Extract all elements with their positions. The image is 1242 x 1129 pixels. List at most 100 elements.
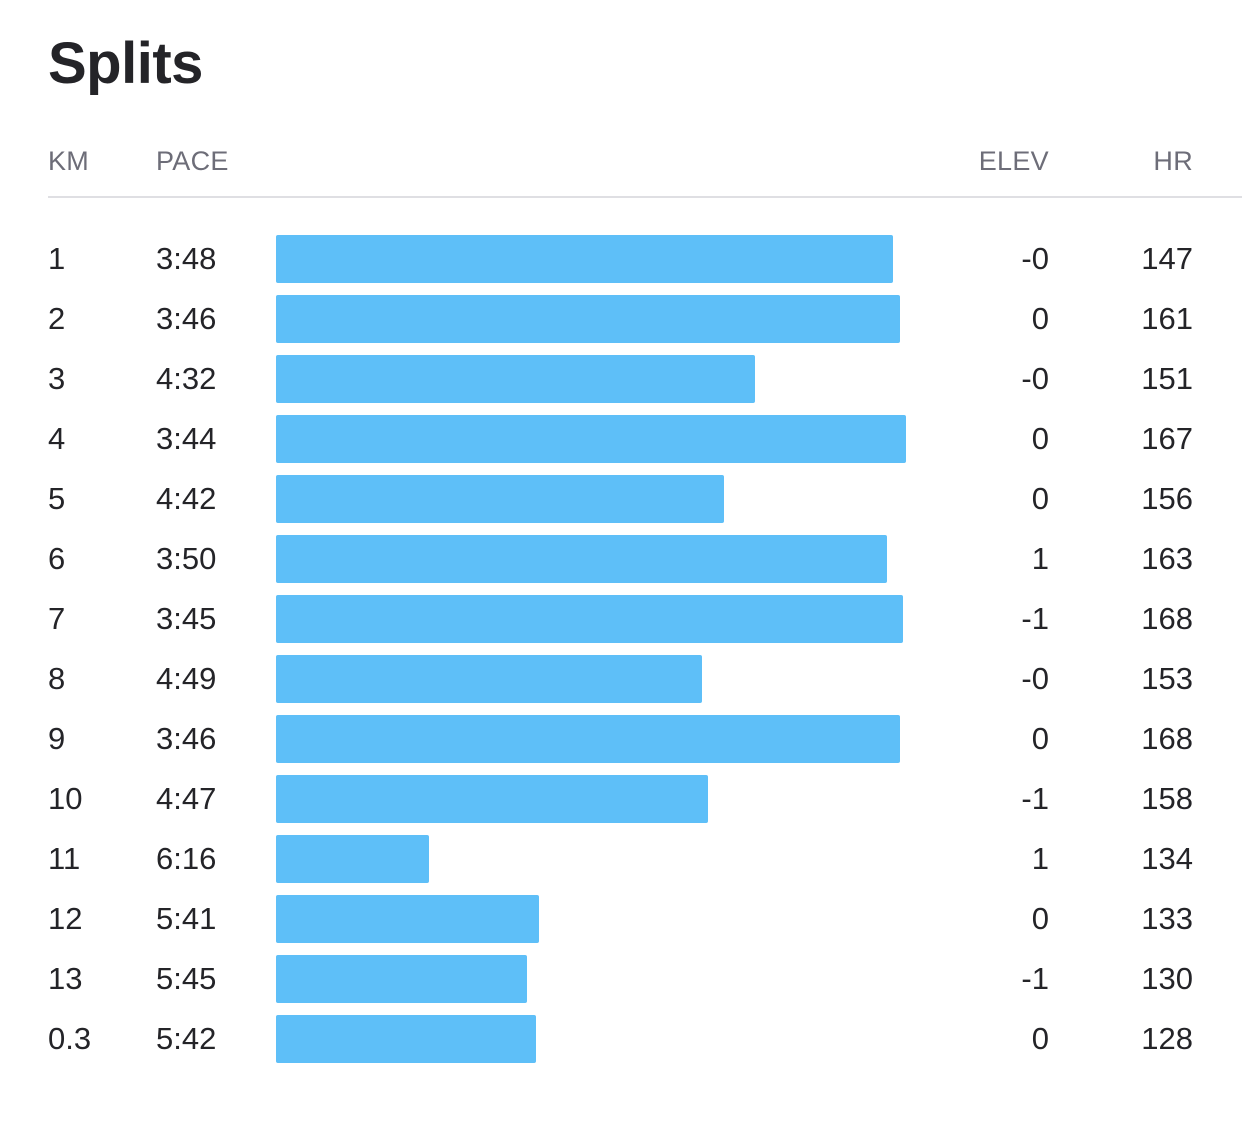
split-elev: 0 <box>1031 481 1049 516</box>
split-hr: 153 <box>1141 661 1193 696</box>
split-row: 2 3:46 0 161 <box>0 289 1242 349</box>
split-pace: 3:45 <box>156 601 217 636</box>
column-header-pace: PACE <box>156 146 229 176</box>
split-km: 13 <box>48 961 83 996</box>
pace-bar <box>276 415 906 463</box>
split-pace: 4:42 <box>156 481 217 516</box>
split-hr: 168 <box>1141 601 1193 636</box>
split-elev: -0 <box>1021 241 1049 276</box>
column-header-km: KM <box>48 146 90 176</box>
pace-bar-track <box>276 655 916 703</box>
split-pace: 6:16 <box>156 841 217 876</box>
pace-bar-track <box>276 415 916 463</box>
split-hr: 133 <box>1141 901 1193 936</box>
split-pace: 5:41 <box>156 901 217 936</box>
split-hr: 167 <box>1141 421 1193 456</box>
split-row: 0.3 5:42 0 128 <box>0 1009 1242 1069</box>
pace-bar <box>276 295 900 343</box>
split-row: 6 3:50 1 163 <box>0 529 1242 589</box>
pace-bar-track <box>276 235 916 283</box>
split-km: 8 <box>48 661 66 696</box>
split-km: 10 <box>48 781 83 816</box>
pace-bar-track <box>276 955 916 1003</box>
header-divider <box>48 196 1242 198</box>
split-elev: -0 <box>1021 661 1049 696</box>
split-pace: 5:45 <box>156 961 217 996</box>
pace-bar-track <box>276 535 916 583</box>
split-pace: 4:32 <box>156 361 217 396</box>
split-km: 7 <box>48 601 66 636</box>
pace-bar <box>276 835 430 883</box>
split-hr: 161 <box>1141 301 1193 336</box>
column-header-elev: ELEV <box>978 146 1049 176</box>
split-row: 13 5:45 -1 130 <box>0 949 1242 1009</box>
split-elev: -1 <box>1021 781 1049 816</box>
split-km: 1 <box>48 241 66 276</box>
split-row: 10 4:47 -1 158 <box>0 769 1242 829</box>
pace-bar <box>276 895 540 943</box>
splits-table-body: 1 3:48 -0 147 2 3:46 0 161 3 4:32 -0 151… <box>0 229 1242 1069</box>
split-pace: 3:46 <box>156 721 217 756</box>
pace-bar <box>276 235 894 283</box>
split-hr: 156 <box>1141 481 1193 516</box>
pace-bar-track <box>276 775 916 823</box>
split-row: 3 4:32 -0 151 <box>0 349 1242 409</box>
split-hr: 130 <box>1141 961 1193 996</box>
split-km: 4 <box>48 421 66 456</box>
split-km: 6 <box>48 541 66 576</box>
split-km: 0.3 <box>48 1021 92 1056</box>
split-hr: 163 <box>1141 541 1193 576</box>
pace-bar <box>276 775 709 823</box>
split-pace: 4:47 <box>156 781 217 816</box>
split-pace: 3:50 <box>156 541 217 576</box>
pace-bar <box>276 355 756 403</box>
pace-bar <box>276 595 903 643</box>
split-elev: 0 <box>1031 421 1049 456</box>
split-row: 12 5:41 0 133 <box>0 889 1242 949</box>
split-km: 5 <box>48 481 66 516</box>
split-pace: 3:48 <box>156 241 217 276</box>
split-hr: 168 <box>1141 721 1193 756</box>
pace-bar <box>276 475 725 523</box>
split-elev: -1 <box>1021 601 1049 636</box>
split-elev: 0 <box>1031 301 1049 336</box>
split-elev: 1 <box>1031 541 1049 576</box>
pace-bar <box>276 715 900 763</box>
split-km: 9 <box>48 721 66 756</box>
split-km: 11 <box>48 841 81 876</box>
split-hr: 158 <box>1141 781 1193 816</box>
split-row: 5 4:42 0 156 <box>0 469 1242 529</box>
split-pace: 3:46 <box>156 301 217 336</box>
split-hr: 134 <box>1141 841 1193 876</box>
pace-bar <box>276 535 888 583</box>
split-km: 3 <box>48 361 66 396</box>
split-row: 1 3:48 -0 147 <box>0 229 1242 289</box>
pace-bar-track <box>276 895 916 943</box>
column-header-hr: HR <box>1153 146 1193 176</box>
pace-bar <box>276 655 703 703</box>
pace-bar-track <box>276 595 916 643</box>
split-pace: 3:44 <box>156 421 217 456</box>
split-row: 9 3:46 0 168 <box>0 709 1242 769</box>
split-hr: 128 <box>1141 1021 1193 1056</box>
split-elev: 0 <box>1031 721 1049 756</box>
split-elev: 1 <box>1031 841 1049 876</box>
pace-bar <box>276 955 527 1003</box>
pace-bar-track <box>276 475 916 523</box>
pace-bar-track <box>276 295 916 343</box>
split-hr: 147 <box>1141 241 1193 276</box>
split-elev: -1 <box>1021 961 1049 996</box>
split-elev: 0 <box>1031 901 1049 936</box>
split-row: 4 3:44 0 167 <box>0 409 1242 469</box>
splits-table-header: KM PACE ELEV HR <box>0 140 1242 184</box>
pace-bar-track <box>276 355 916 403</box>
split-hr: 151 <box>1141 361 1193 396</box>
split-pace: 5:42 <box>156 1021 217 1056</box>
split-row: 8 4:49 -0 153 <box>0 649 1242 709</box>
split-pace: 4:49 <box>156 661 217 696</box>
split-elev: 0 <box>1031 1021 1049 1056</box>
pace-bar <box>276 1015 536 1063</box>
pace-bar-track <box>276 715 916 763</box>
split-km: 12 <box>48 901 83 936</box>
split-row: 7 3:45 -1 168 <box>0 589 1242 649</box>
